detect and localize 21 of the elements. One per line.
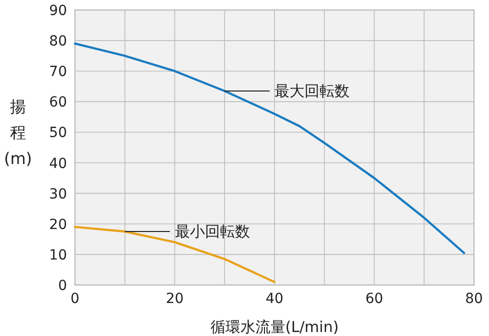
x-tick-label: 60	[365, 291, 384, 307]
y-tick-label: 70	[49, 64, 67, 80]
x-tick-label: 80	[465, 291, 483, 307]
line-series	[74, 42, 466, 254]
x-tick-label: 40	[266, 291, 284, 307]
y-tick-label: 0	[58, 278, 67, 294]
x-axis-title: 循環水流量(L/min)	[210, 318, 339, 336]
y-tick-label: 80	[49, 34, 67, 50]
y-tick-label: 50	[49, 125, 67, 142]
series-label: 最小回転数	[174, 222, 250, 241]
y-tick-label: 60	[49, 94, 67, 111]
y-tick-label: 20	[49, 216, 67, 233]
line-series	[74, 226, 276, 284]
series-label: 最大回転数	[274, 82, 350, 100]
y-tick-label: 10	[49, 247, 67, 264]
y-tick-label: 40	[49, 156, 67, 172]
y-tick-label: 90	[49, 3, 67, 19]
x-tick-label: 20	[166, 291, 184, 307]
y-tick-label: 30	[49, 186, 67, 202]
x-tick-label: 0	[70, 291, 80, 307]
y-axis-title: 揚程(m)	[4, 97, 32, 168]
